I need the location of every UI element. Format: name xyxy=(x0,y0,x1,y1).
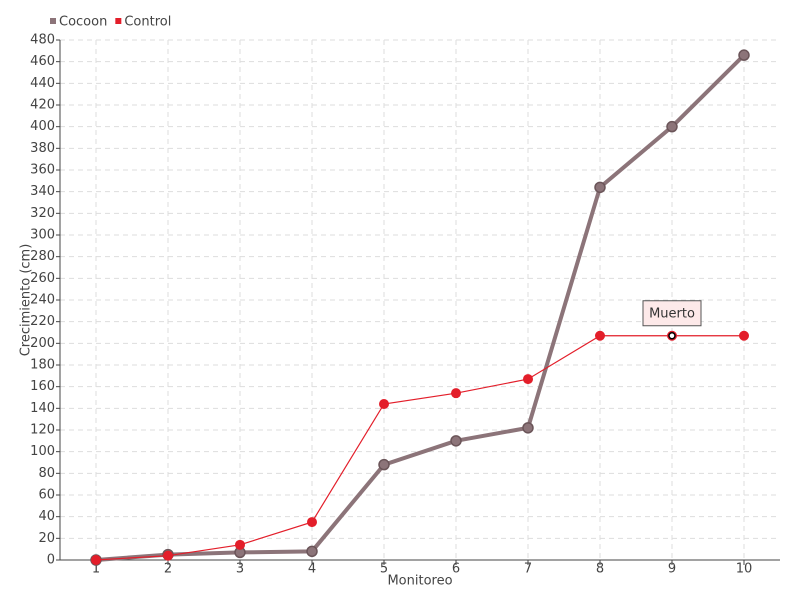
y-tick-label: 240 xyxy=(30,293,55,308)
y-tick-label: 160 xyxy=(30,379,55,394)
legend-swatch xyxy=(50,18,56,24)
x-tick-label: 7 xyxy=(524,562,532,577)
x-tick-label: 3 xyxy=(236,562,244,577)
x-tick-label: 9 xyxy=(668,562,676,577)
data-point xyxy=(522,422,534,434)
annotation-box xyxy=(642,300,702,327)
data-point xyxy=(379,399,389,409)
data-point xyxy=(451,388,461,399)
data-point xyxy=(91,555,101,565)
y-tick-label: 140 xyxy=(30,401,55,416)
x-tick-label: 1 xyxy=(92,562,100,577)
x-tick-label: 5 xyxy=(380,562,388,577)
data-point xyxy=(594,181,606,194)
legend-label: Control xyxy=(124,15,171,30)
data-point xyxy=(738,49,750,61)
data-point xyxy=(739,330,749,341)
data-point xyxy=(450,435,462,447)
y-tick-label: 40 xyxy=(38,509,55,524)
y-tick-label: 300 xyxy=(30,228,55,243)
annotated-point xyxy=(668,332,676,340)
y-tick-label: 120 xyxy=(30,423,55,438)
y-tick-label: 0 xyxy=(47,553,55,568)
y-tick-label: 320 xyxy=(30,206,55,221)
y-tick-label: 420 xyxy=(30,98,55,113)
x-tick-label: 2 xyxy=(164,562,172,577)
data-point xyxy=(378,458,390,471)
x-tick-label: 6 xyxy=(452,562,460,577)
legend-swatch xyxy=(115,18,122,24)
y-tick-label: 80 xyxy=(38,466,55,481)
data-point xyxy=(523,374,533,385)
y-tick-label: 100 xyxy=(30,444,55,459)
data-point xyxy=(666,120,678,133)
y-tick-label: 460 xyxy=(30,54,55,69)
series-line xyxy=(95,53,746,562)
data-point xyxy=(307,517,317,528)
y-tick-label: 60 xyxy=(38,488,55,503)
x-axis-label: Monitoreo xyxy=(387,574,452,589)
y-tick-label: 360 xyxy=(30,163,55,178)
y-tick-label: 20 xyxy=(38,531,55,546)
y-axis-label: Crecimiento (cm) xyxy=(19,244,34,357)
annotation: Muerto xyxy=(649,306,695,321)
y-tick-label: 260 xyxy=(30,271,55,286)
x-tick-label: 4 xyxy=(308,562,316,577)
y-tick-label: 380 xyxy=(30,141,55,156)
y-tick-label: 400 xyxy=(30,119,55,134)
series-line xyxy=(95,335,744,561)
data-point xyxy=(306,545,318,558)
legend-label: Cocoon xyxy=(59,15,107,30)
y-tick-label: 440 xyxy=(30,76,55,91)
data-point xyxy=(595,330,605,341)
data-point xyxy=(163,550,173,561)
data-point xyxy=(235,539,245,550)
x-tick-label: 10 xyxy=(736,562,753,577)
x-tick-label: 8 xyxy=(596,562,604,577)
y-tick-label: 200 xyxy=(30,336,55,351)
y-tick-label: 180 xyxy=(30,358,55,373)
y-tick-label: 340 xyxy=(30,184,55,199)
y-tick-label: 280 xyxy=(30,249,55,264)
y-tick-label: 480 xyxy=(30,33,55,48)
y-tick-label: 220 xyxy=(30,314,55,329)
